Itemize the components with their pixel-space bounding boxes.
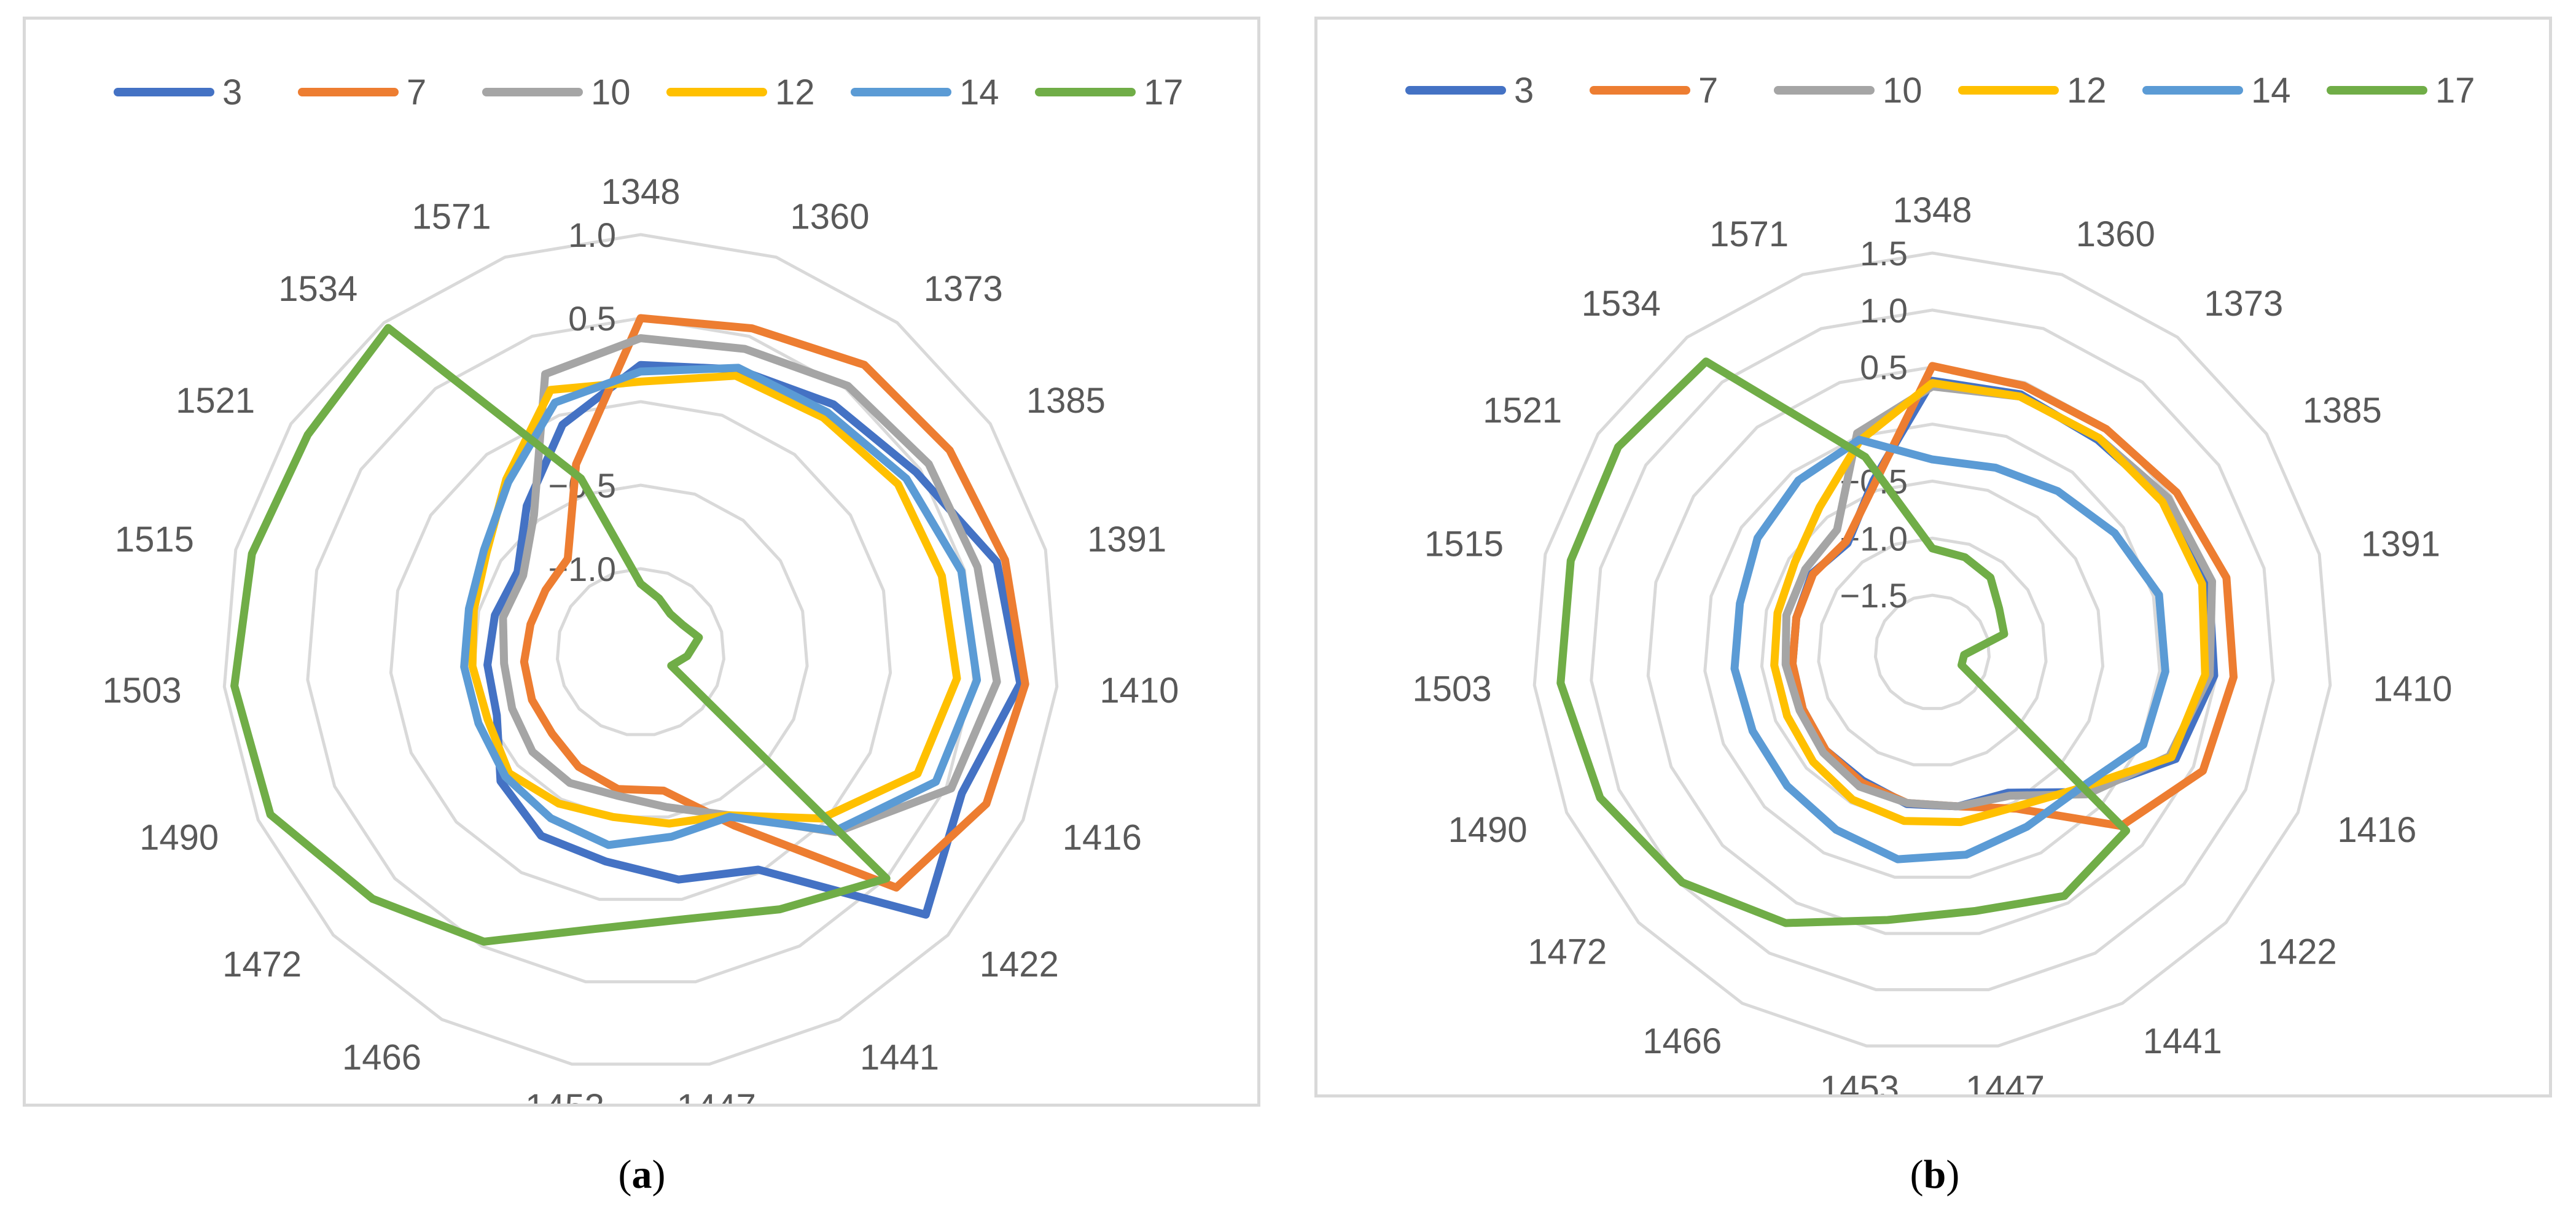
category-label: 1503 bbox=[103, 671, 182, 711]
category-label: 1416 bbox=[1063, 817, 1142, 857]
radar-chart-a: −1.0−0.50.51.013481360137313851391141014… bbox=[103, 72, 1184, 1104]
category-label: 1422 bbox=[2258, 932, 2337, 972]
radial-tick-label: 1.5 bbox=[1860, 234, 1908, 273]
series-line-14 bbox=[460, 364, 982, 849]
series-line-10 bbox=[1781, 382, 2216, 811]
legend-label-7: 7 bbox=[407, 72, 426, 112]
legend: 3 7 10 12 14 17 bbox=[1405, 71, 2475, 111]
category-label: 1360 bbox=[2076, 214, 2155, 254]
category-label: 1422 bbox=[980, 945, 1059, 984]
category-label: 1373 bbox=[2204, 284, 2283, 324]
category-label: 1391 bbox=[1087, 520, 1166, 559]
category-label: 1441 bbox=[860, 1038, 939, 1078]
category-label: 1466 bbox=[1642, 1021, 1722, 1061]
category-label: 1410 bbox=[2373, 669, 2453, 709]
category-label: 1571 bbox=[1709, 214, 1789, 254]
category-label: 1472 bbox=[1528, 932, 1607, 972]
grid-ring bbox=[1532, 251, 2332, 1048]
series-line-14 bbox=[1730, 435, 2169, 863]
caption-b-letter: b bbox=[1923, 1152, 1946, 1197]
grid-ring bbox=[389, 400, 892, 901]
caption-a: (a) bbox=[618, 1152, 666, 1197]
radial-tick-label: 1.0 bbox=[568, 216, 616, 254]
category-label: 1447 bbox=[677, 1087, 756, 1104]
category-label: 1521 bbox=[176, 381, 255, 421]
chart-panel-b: −1.5 −1.0 −0.5 0.5 1.0 1.5 1348 1360 1373 1385 139… bbox=[1314, 17, 2552, 1097]
category-label: 1447 bbox=[1965, 1069, 2045, 1094]
category-label: 1515 bbox=[115, 520, 194, 559]
category-label: 1515 bbox=[1424, 524, 1504, 564]
category-label: 1385 bbox=[2303, 391, 2382, 431]
series-line-10 bbox=[499, 334, 1001, 836]
legend-label-10: 10 bbox=[1883, 71, 1922, 111]
grid-ring bbox=[1817, 536, 2048, 766]
legend-label-3: 3 bbox=[1514, 71, 1534, 111]
caption-b: (b) bbox=[1910, 1152, 1960, 1197]
grid-ring bbox=[1590, 308, 2275, 991]
legend-label-7: 7 bbox=[1698, 71, 1718, 111]
series-line-12 bbox=[1770, 379, 2209, 827]
category-label: 1472 bbox=[222, 945, 302, 984]
category-label: 1416 bbox=[2337, 810, 2416, 850]
grid-ring bbox=[555, 567, 726, 736]
grid-lines bbox=[222, 233, 1059, 1066]
category-label: 1391 bbox=[2361, 524, 2440, 564]
grid-ring bbox=[222, 233, 1059, 1066]
legend-label-12: 12 bbox=[775, 72, 815, 112]
category-label: 1360 bbox=[790, 197, 870, 237]
radar-chart-b: −1.5−1.0−0.50.51.01.51348136013731385139… bbox=[1405, 71, 2475, 1094]
chart-panel-a: −1.0 −0.5 0.5 1.0 1348 1360 1373 1385 1391 1410 14… bbox=[23, 17, 1260, 1107]
category-label: 1410 bbox=[1099, 671, 1179, 711]
series-line-17 bbox=[1556, 357, 2131, 927]
category-label: 1348 bbox=[601, 172, 680, 212]
legend-label-17: 17 bbox=[2435, 71, 2475, 111]
series-line-3 bbox=[483, 361, 1025, 919]
category-label: 1385 bbox=[1026, 381, 1106, 421]
series-line-7 bbox=[520, 314, 1029, 892]
category-label: 1466 bbox=[342, 1038, 421, 1078]
category-label: 1571 bbox=[412, 197, 491, 237]
radial-tick-label: 0.5 bbox=[1860, 348, 1908, 387]
category-label: 1490 bbox=[139, 817, 219, 857]
radial-tick-label: 0.5 bbox=[568, 299, 616, 338]
legend-label-17: 17 bbox=[1144, 72, 1184, 112]
category-label: 1453 bbox=[525, 1087, 604, 1104]
radial-tick-label: 1.0 bbox=[1860, 291, 1908, 330]
legend-label-10: 10 bbox=[591, 72, 631, 112]
category-label: 1521 bbox=[1483, 391, 1562, 431]
radial-tick-label: −1.5 bbox=[1840, 576, 1908, 615]
category-label: 1441 bbox=[2143, 1021, 2222, 1061]
category-label: 1490 bbox=[1448, 810, 1528, 850]
caption-a-letter: a bbox=[631, 1152, 652, 1197]
legend-label-12: 12 bbox=[2067, 71, 2107, 111]
category-label: 1453 bbox=[1820, 1069, 1899, 1094]
series-line-17 bbox=[230, 324, 891, 946]
category-label: 1373 bbox=[924, 269, 1003, 309]
category-label: 1534 bbox=[278, 269, 357, 309]
legend-label-3: 3 bbox=[222, 72, 242, 112]
legend-label-14: 14 bbox=[2251, 71, 2291, 111]
grid-ring bbox=[1760, 479, 2105, 823]
category-label: 1503 bbox=[1412, 669, 1491, 709]
legend-label-14: 14 bbox=[959, 72, 999, 112]
legend: 3 7 10 12 14 17 bbox=[114, 72, 1184, 112]
grid-ring bbox=[1703, 423, 2161, 879]
category-label: 1534 bbox=[1582, 284, 1661, 324]
grid-ring bbox=[1873, 593, 1991, 711]
category-label: 1348 bbox=[1892, 190, 1972, 230]
